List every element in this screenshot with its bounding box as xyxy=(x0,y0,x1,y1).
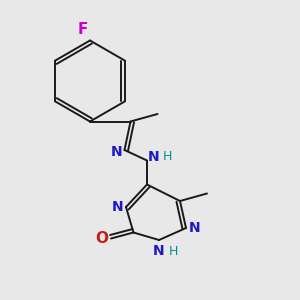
Text: H: H xyxy=(163,150,172,164)
Text: H: H xyxy=(169,245,178,258)
Text: N: N xyxy=(112,200,123,214)
Text: N: N xyxy=(111,145,123,158)
Text: O: O xyxy=(95,231,109,246)
Text: N: N xyxy=(189,221,200,235)
Text: N: N xyxy=(148,150,159,164)
Text: N: N xyxy=(153,244,165,258)
Text: F: F xyxy=(77,22,88,38)
